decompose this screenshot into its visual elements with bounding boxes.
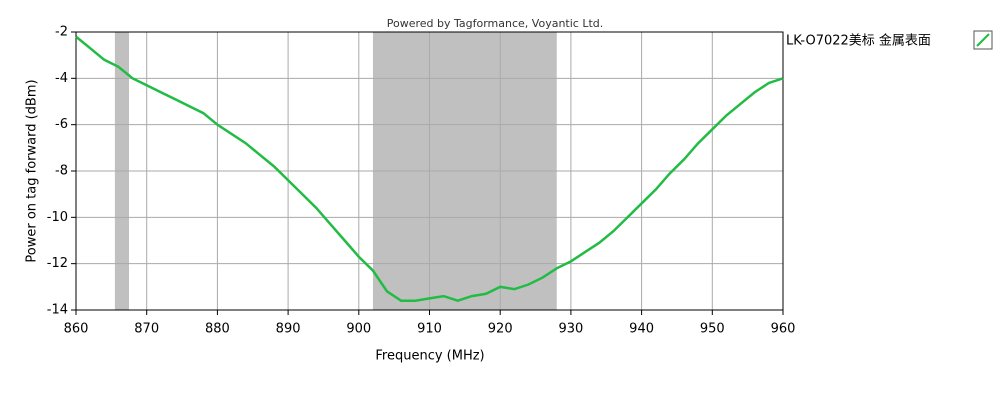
y-tick-label: -2 [55, 25, 68, 40]
legend-label: LK-O7022美标 金属表面 [786, 33, 931, 49]
plot-border [75, 31, 784, 311]
x-tick-label: 900 [346, 322, 371, 337]
x-axis-label: Frequency (MHz) [375, 349, 484, 364]
y-tick-label: -10 [47, 210, 68, 225]
y-tick-label: -12 [47, 256, 68, 271]
y-tick-label: -4 [55, 71, 68, 86]
chart-title: Powered by Tagformance, Voyantic Ltd. [387, 17, 604, 30]
x-tick-label: 960 [771, 322, 796, 337]
x-tick-label: 880 [205, 322, 230, 337]
data-line [75, 35, 784, 303]
x-tick-label: 950 [700, 322, 725, 337]
x-tick-label: 940 [629, 322, 654, 337]
x-tick-label: 910 [417, 322, 442, 337]
x-tick-label: 860 [64, 322, 89, 337]
y-tick-label: -8 [55, 164, 68, 179]
x-tick-label: 890 [276, 322, 301, 337]
x-tick-label: 870 [134, 322, 159, 337]
x-tick-label: 920 [488, 322, 513, 337]
y-tick-label: -6 [55, 117, 68, 132]
y-axis-label: Power on tag forward (dBm) [25, 79, 40, 262]
x-tick-label: 930 [558, 322, 583, 337]
y-tick-label: -14 [47, 303, 68, 318]
legend-swatch-line [976, 33, 990, 47]
